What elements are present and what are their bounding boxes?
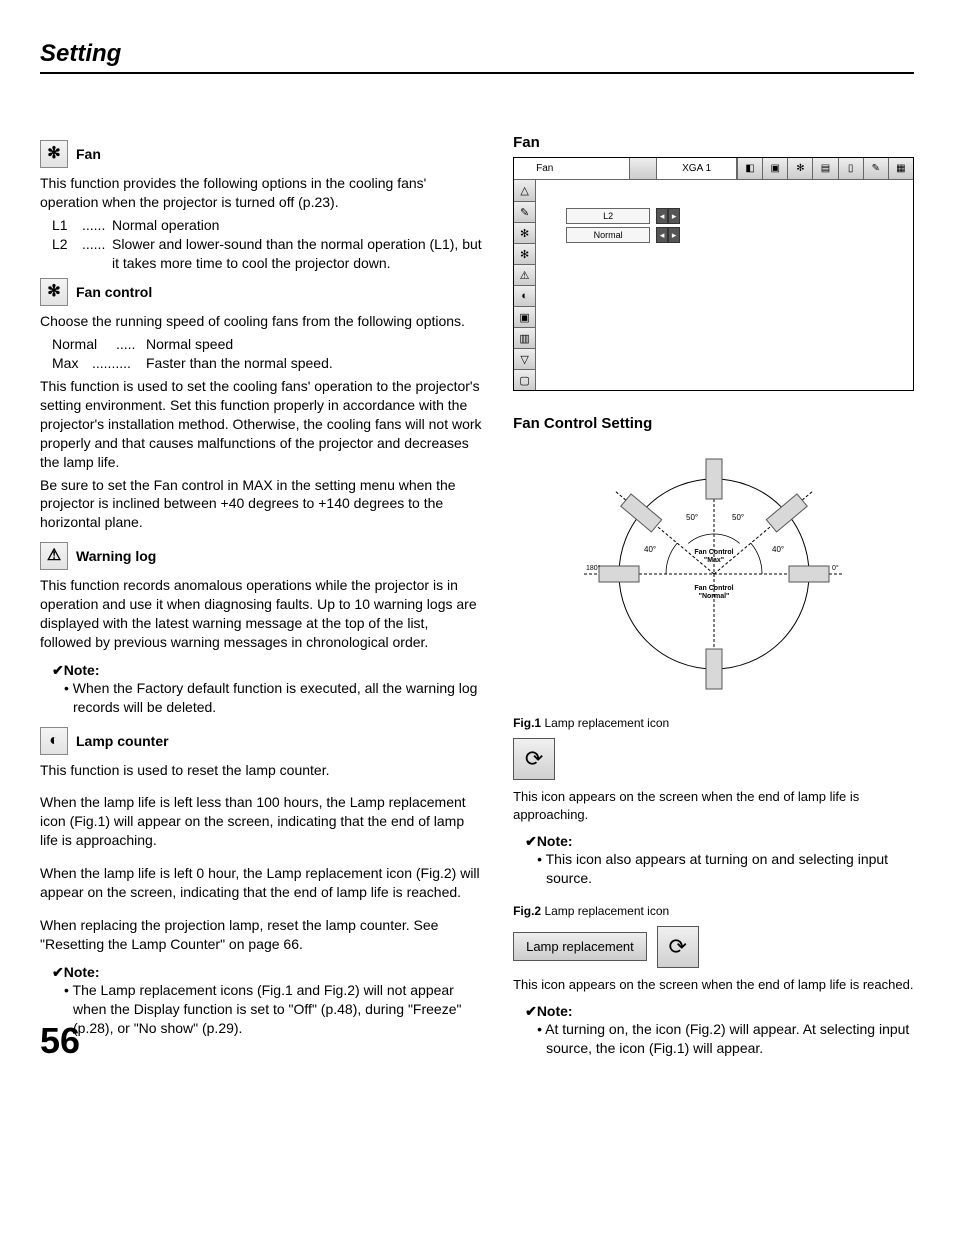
menu-top-icon-6: ✎ — [863, 158, 888, 179]
page-title: Setting — [40, 40, 914, 74]
lamp-note-hd: ✔Note: — [52, 964, 100, 980]
fan-l2-desc: Slower and lower-sound than the normal o… — [112, 235, 483, 273]
fan-l1-dots: ...... — [82, 216, 112, 235]
lamp-replacement-label: Lamp replacement — [513, 932, 647, 961]
fan-control-p1: Choose the running speed of cooling fans… — [40, 312, 483, 331]
diag-40r: 40° — [772, 545, 784, 554]
fc-normal-dots: ..... — [116, 335, 146, 354]
side-icon-2: ✎ — [514, 201, 536, 222]
lamp-counter-icon: ◐ — [40, 727, 68, 755]
menu-row-1-arrows: ◂▸ — [656, 208, 680, 224]
warning-p1: This function records anomalous operatio… — [40, 576, 483, 652]
fc-normal-desc: Normal speed — [146, 335, 233, 354]
fig1-note: • This icon also appears at turning on a… — [537, 850, 914, 888]
menu-top-miniicon — [629, 158, 657, 179]
menu-top-icon-4: ▤ — [812, 158, 837, 179]
side-icon-down: ▽ — [514, 348, 536, 369]
page-number: 56 — [40, 1020, 80, 1062]
menu-top-icon-1: ◧ — [737, 158, 762, 179]
fan-l1-desc: Normal operation — [112, 216, 219, 235]
lamp-p3: When the lamp life is left 0 hour, the L… — [40, 864, 483, 902]
diag-40l: 40° — [644, 545, 656, 554]
fig1-text: This icon appears on the screen when the… — [513, 788, 914, 823]
menu-row-1-value: L2 — [566, 208, 650, 224]
fan-icon: ✻ — [40, 140, 68, 168]
fan-control-p3: Be sure to set the Fan control in MAX in… — [40, 476, 483, 533]
fan-intro: This function provides the following opt… — [40, 174, 483, 212]
fc-normal-term: Normal — [52, 335, 116, 354]
fan-control-p2: This function is used to set the cooling… — [40, 377, 483, 471]
warning-icon: ⚠ — [40, 542, 68, 570]
fig2-text: This icon appears on the screen when the… — [513, 976, 914, 994]
fan-control-diagram-heading: Fan Control Setting — [513, 415, 914, 432]
fig1-bold: Fig.1 — [513, 716, 541, 730]
fc-max-term: Max — [52, 354, 92, 373]
menu-top-icon-7: ▦ — [888, 158, 913, 179]
diag-max2: "Max" — [703, 557, 723, 564]
warning-heading: Warning log — [76, 548, 156, 564]
lamp-p4: When replacing the projection lamp, rese… — [40, 916, 483, 954]
side-icon-6: ◐ — [514, 285, 536, 306]
diag-norm1: Fan Control — [694, 585, 733, 592]
fan-menu-heading: Fan — [513, 134, 914, 151]
side-icon-7: ▣ — [514, 306, 536, 327]
lamp-replacement-icon-fig1: ⟳ — [513, 738, 555, 780]
fan-control-heading: Fan control — [76, 284, 152, 300]
menu-top-icon-2: ▣ — [762, 158, 787, 179]
fig1-rest: Lamp replacement icon — [541, 716, 669, 730]
diag-180: 180° — [586, 564, 601, 572]
fan-control-icon: ✻ — [40, 278, 68, 306]
menu-top-label: Fan — [514, 158, 629, 179]
lamp-p2: When the lamp life is left less than 100… — [40, 793, 483, 850]
fan-l2-term: L2 — [52, 235, 82, 273]
fig2-rest: Lamp replacement icon — [541, 904, 669, 918]
warning-note-hd: ✔Note: — [52, 662, 100, 678]
fc-max-dots: .......... — [92, 354, 146, 373]
menu-row-2-arrows: ◂▸ — [656, 227, 680, 243]
side-icon-4: ✻ — [514, 243, 536, 264]
left-column: ✻ Fan This function provides the followi… — [40, 134, 483, 1058]
menu-screenshot: Fan XGA 1 ◧ ▣ ✻ ▤ ▯ ✎ ▦ △ ✎ ✻ ✻ — [513, 157, 914, 391]
side-icon-up: △ — [514, 180, 536, 201]
lamp-p1: This function is used to reset the lamp … — [40, 761, 483, 780]
fc-max-desc: Faster than the normal speed. — [146, 354, 333, 373]
diag-norm2: "Normal" — [698, 593, 729, 600]
diag-max1: Fan Control — [694, 549, 733, 556]
menu-mode-label: XGA 1 — [657, 158, 737, 179]
fig1-note-hd: ✔Note: — [525, 833, 573, 849]
side-icon-8: ▥ — [514, 327, 536, 348]
lamp-heading: Lamp counter — [76, 733, 169, 749]
fan-l1-term: L1 — [52, 216, 82, 235]
diag-50l: 50° — [686, 513, 698, 522]
fan-control-diagram: 50° 50° 40° 40° 180° 0° Fan Control "Max… — [564, 444, 864, 704]
diag-0: 0° — [832, 564, 839, 572]
menu-top-icon-3: ✻ — [787, 158, 812, 179]
side-icon-exit: ▢ — [514, 369, 536, 390]
fig2-bold: Fig.2 — [513, 904, 541, 918]
side-icon-5: ⚠ — [514, 264, 536, 285]
warning-note: • When the Factory default function is e… — [64, 679, 483, 717]
menu-row-2-value: Normal — [566, 227, 650, 243]
lamp-replacement-icon-fig2: ⟳ — [657, 926, 699, 968]
lamp-note: • The Lamp replacement icons (Fig.1 and … — [64, 981, 483, 1038]
side-icon-3: ✻ — [514, 222, 536, 243]
diag-50r: 50° — [732, 513, 744, 522]
menu-top-icon-5: ▯ — [838, 158, 863, 179]
fig2-note: • At turning on, the icon (Fig.2) will a… — [537, 1020, 914, 1058]
fan-l2-dots: ...... — [82, 235, 112, 273]
fan-heading: Fan — [76, 146, 101, 162]
right-column: Fan Fan XGA 1 ◧ ▣ ✻ ▤ ▯ ✎ ▦ △ ✎ — [513, 134, 914, 1058]
fig2-note-hd: ✔Note: — [525, 1003, 573, 1019]
